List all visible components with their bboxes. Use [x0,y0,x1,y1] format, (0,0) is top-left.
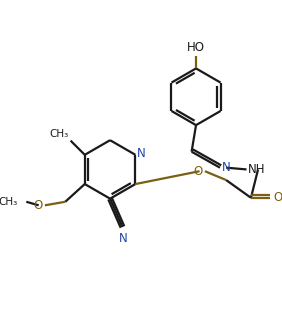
Text: NH: NH [248,163,266,176]
Text: N: N [119,232,128,245]
Text: CH₃: CH₃ [50,129,69,139]
Text: N: N [222,161,230,174]
Text: N: N [137,148,146,160]
Text: O: O [194,165,203,178]
Text: O: O [33,199,42,212]
Text: HO: HO [187,41,205,54]
Text: CH₃: CH₃ [0,197,17,207]
Text: O: O [273,191,282,204]
